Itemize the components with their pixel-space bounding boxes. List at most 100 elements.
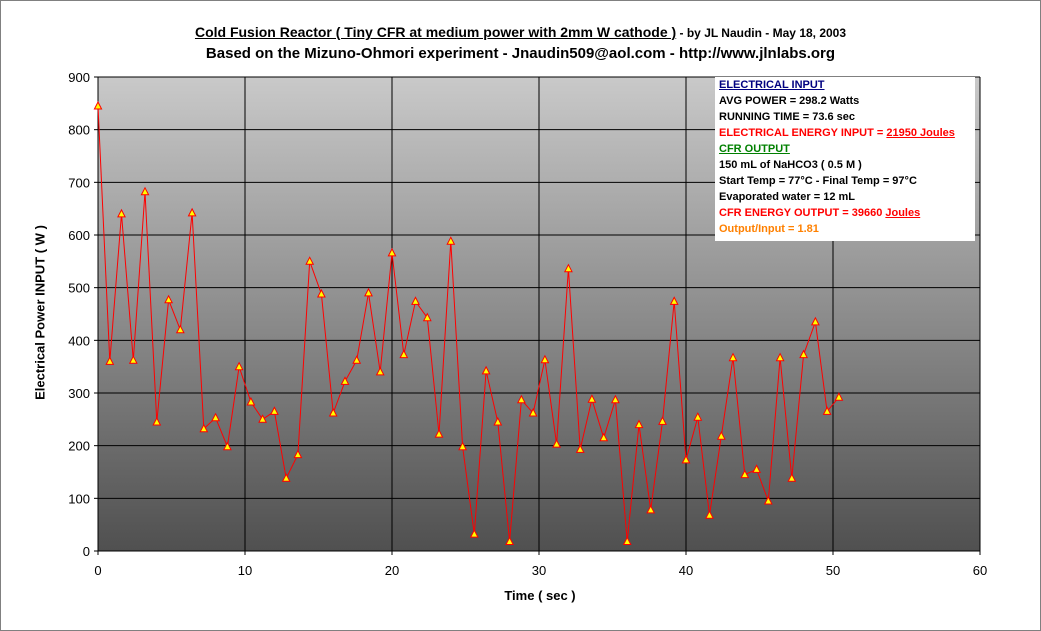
data-point <box>281 473 291 482</box>
data-point <box>446 236 456 245</box>
data-point <box>187 207 197 217</box>
data-point <box>599 432 609 442</box>
energy-input-label: ELECTRICAL ENERGY INPUT = <box>719 127 887 139</box>
data-point <box>328 407 338 417</box>
data-point <box>293 449 303 459</box>
data-point <box>716 431 726 440</box>
data-point <box>175 324 185 334</box>
y-tick-label: 500 <box>68 281 90 296</box>
data-point <box>752 464 762 473</box>
x-tick-label: 0 <box>94 563 101 578</box>
y-tick-label: 800 <box>68 123 90 138</box>
data-point <box>364 287 373 297</box>
y-tick-label: 100 <box>68 491 90 506</box>
data-point <box>258 414 268 423</box>
y-tick-label: 900 <box>68 70 90 85</box>
gridlines <box>98 76 981 551</box>
energy-output-label: CFR ENERGY OUTPUT = 39660 <box>719 207 886 219</box>
data-point <box>587 394 597 403</box>
data-series <box>93 100 844 545</box>
energy-input-line: ELECTRICAL ENERGY INPUT = 21950 Joules <box>719 125 975 141</box>
data-point <box>458 441 468 451</box>
evaporated-water: Evaporated water = 12 mL <box>719 191 856 203</box>
data-point <box>269 406 279 415</box>
data-point <box>622 536 632 545</box>
data-point <box>152 416 162 426</box>
data-point <box>799 349 809 359</box>
y-tick-label: 400 <box>68 333 90 348</box>
data-point <box>93 100 103 110</box>
data-point <box>575 444 585 453</box>
x-axis-label: Time ( sec ) <box>504 588 576 603</box>
data-point <box>246 396 256 406</box>
data-point <box>634 419 644 429</box>
cfr-output-header: CFR OUTPUT <box>719 143 790 155</box>
axes <box>94 76 981 555</box>
temperature-info: Start Temp = 77°C - Final Temp = 97°C <box>719 175 917 187</box>
output-input-ratio: Output/Input = 1.81 <box>719 223 819 235</box>
x-tick-label: 30 <box>532 563 546 578</box>
data-point <box>658 416 667 425</box>
chart-title-byline: - by JL Naudin - May 18, 2003 <box>676 26 847 40</box>
data-point <box>669 296 679 305</box>
y-tick-label: 200 <box>68 439 90 454</box>
data-point <box>340 376 350 385</box>
results-annotation-box: ELECTRICAL INPUT AVG POWER = 298.2 Watts… <box>715 77 975 241</box>
energy-output-unit: Joules <box>885 207 921 219</box>
solution-info: 150 mL of NaHCO3 ( 0.5 M ) <box>719 159 862 171</box>
y-tick-label: 700 <box>68 175 90 190</box>
data-point <box>234 361 244 371</box>
data-point <box>775 352 785 362</box>
data-point <box>211 412 221 422</box>
data-point <box>105 356 115 365</box>
x-tick-label: 50 <box>826 563 840 578</box>
data-point <box>528 407 538 417</box>
data-point <box>434 429 444 438</box>
data-point <box>810 316 820 326</box>
data-point <box>305 256 315 265</box>
data-point <box>140 186 150 196</box>
data-point <box>740 469 750 479</box>
data-point <box>222 441 232 451</box>
data-point <box>540 354 550 364</box>
y-axis-label: Electrical Power INPUT ( W ) <box>32 225 48 400</box>
data-point <box>505 536 515 545</box>
y-tick-label: 300 <box>68 386 90 401</box>
data-point <box>834 392 844 401</box>
data-point <box>199 423 209 433</box>
y-tick-label: 0 <box>83 544 90 559</box>
data-point <box>469 529 479 538</box>
data-point <box>552 439 562 448</box>
data-point <box>387 247 397 257</box>
data-point <box>728 352 738 362</box>
data-point <box>422 312 432 322</box>
data-point <box>610 394 620 404</box>
data-point <box>646 504 656 514</box>
x-tick-label: 20 <box>385 563 399 578</box>
data-point <box>164 294 174 304</box>
data-point <box>117 208 126 218</box>
data-point <box>681 454 691 464</box>
data-point <box>787 473 797 482</box>
y-tick-label: 600 <box>68 228 90 243</box>
data-point <box>516 394 526 404</box>
data-point <box>316 288 326 298</box>
x-tick-label: 60 <box>973 563 987 578</box>
series-line <box>97 105 840 542</box>
data-point <box>705 510 714 519</box>
data-point <box>411 296 420 305</box>
avg-power: AVG POWER = 298.2 Watts <box>719 95 860 107</box>
data-point <box>399 349 409 359</box>
chart-title-main: Cold Fusion Reactor ( Tiny CFR at medium… <box>194 24 677 40</box>
data-point <box>128 355 138 364</box>
chart-title: Cold Fusion Reactor ( Tiny CFR at medium… <box>0 24 1041 40</box>
data-point <box>822 406 832 415</box>
energy-input-value: 21950 Joules <box>886 127 955 139</box>
x-tick-label: 10 <box>238 563 252 578</box>
tick-labels: 0 100 200 300 400 500 600 700 800 900 0 10 20 30 40 50 6… <box>68 70 987 578</box>
x-tick-label: 40 <box>679 563 693 578</box>
chart-subtitle: Based on the Mizuno-Ohmori experiment - … <box>205 45 836 62</box>
data-point <box>763 495 773 505</box>
data-point <box>352 355 362 364</box>
electrical-input-header: ELECTRICAL INPUT <box>719 79 825 91</box>
